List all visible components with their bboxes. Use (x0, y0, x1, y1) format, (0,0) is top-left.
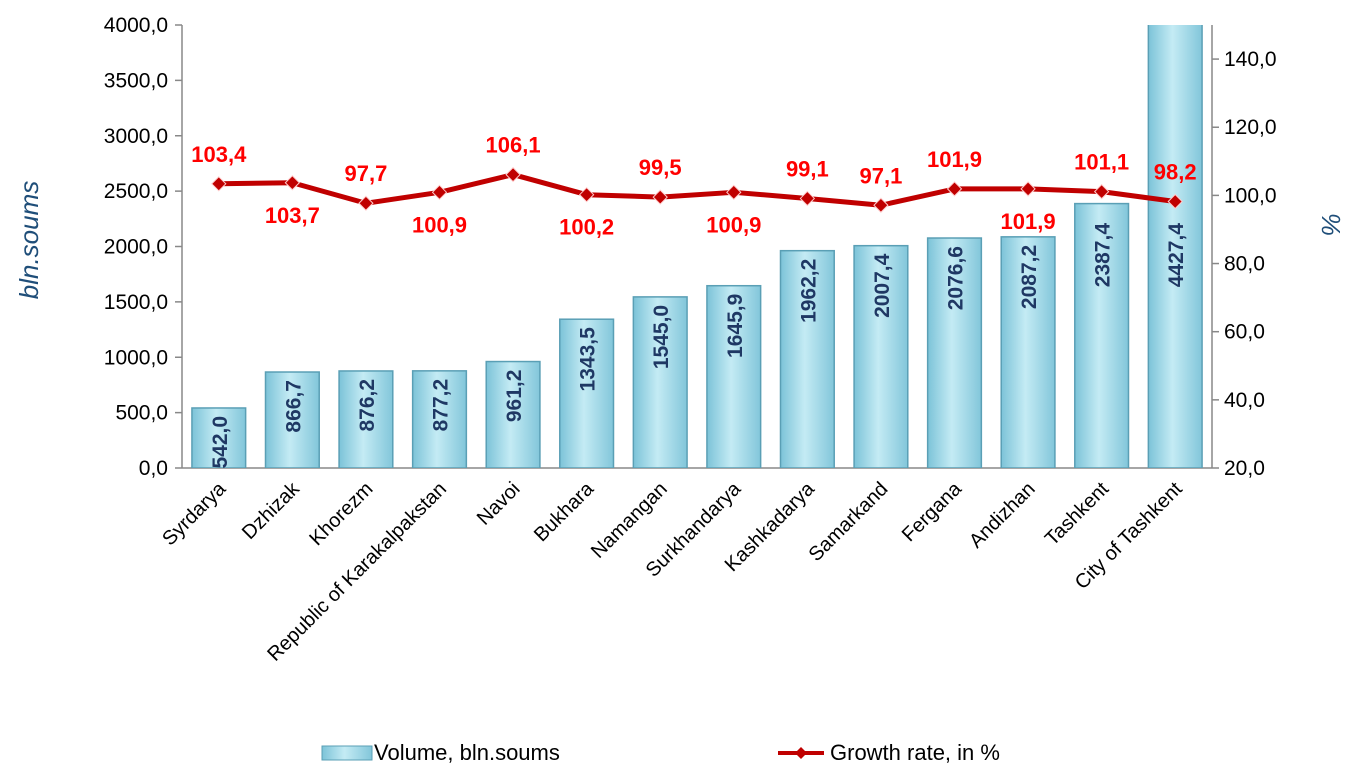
line-value-label: 103,7 (265, 203, 320, 228)
y2-tick-label: 120,0 (1224, 116, 1277, 139)
line-marker (1093, 183, 1110, 200)
line-marker (799, 190, 816, 207)
x-tick-label: Bukhara (530, 477, 599, 546)
legend-swatch (321, 745, 373, 761)
y2-tick-label: 20,0 (1224, 457, 1265, 480)
bar-value-label: 877,2 (430, 379, 453, 432)
line-value-label: 100,9 (706, 212, 761, 237)
line-marker (726, 184, 742, 201)
bar-value-label: 1545,0 (650, 305, 673, 369)
bar (706, 284, 762, 468)
bar-value-label: 1962,2 (797, 259, 820, 323)
x-tick-label: Syrdarya (158, 477, 231, 550)
y-tick-label: 4000,0 (104, 14, 168, 37)
y-tick-label: 3500,0 (104, 69, 168, 92)
bar-value-label: 542,0 (209, 416, 232, 469)
line-value-label: 98,2 (1154, 160, 1197, 185)
x-tick-label: Navoi (473, 478, 525, 530)
line-value-label: 101,1 (1074, 150, 1129, 175)
legend-label: Growth rate, in % (830, 740, 1000, 765)
y2-tick-label: 140,0 (1224, 48, 1277, 71)
line-marker (211, 176, 227, 192)
bar-value-label: 2387,4 (1092, 223, 1115, 288)
x-tick-label: Dzhizak (238, 477, 305, 544)
y-tick-label: 2500,0 (104, 180, 168, 203)
bar (485, 360, 541, 468)
bar (559, 318, 615, 468)
bar (632, 296, 688, 468)
bar (1000, 236, 1056, 468)
line-value-label: 97,7 (345, 161, 388, 186)
line-marker (873, 197, 889, 213)
y2-tick-label: 80,0 (1224, 253, 1265, 276)
line-marker (578, 186, 595, 203)
line-value-label: 100,9 (412, 212, 467, 237)
line-value-label: 101,9 (927, 147, 982, 172)
legend-label: Volume, bln.soums (374, 740, 560, 765)
line-value-label: 99,5 (639, 155, 682, 180)
line-value-label: 99,1 (786, 156, 829, 181)
line-marker (284, 175, 301, 191)
bar-value-label: 2007,4 (871, 253, 894, 318)
line-marker (1167, 193, 1183, 210)
bar (411, 370, 468, 468)
line-value-label: 97,1 (860, 163, 903, 188)
line-marker (431, 184, 448, 201)
bar (1074, 202, 1130, 468)
bar-value-label: 2087,2 (1018, 245, 1041, 309)
bar-value-label: 876,2 (356, 379, 379, 432)
line-value-label: 103,4 (191, 142, 247, 167)
y-axis-title: bln.soums (14, 181, 44, 300)
y-tick-label: 500,0 (115, 402, 168, 425)
bar (853, 244, 909, 468)
y-tick-label: 3000,0 (104, 125, 168, 148)
line-series (218, 172, 1176, 208)
line-marker (358, 195, 374, 211)
bar (926, 237, 983, 468)
y-tick-label: 0,0 (139, 457, 168, 480)
x-tick-label: Andizhan (965, 478, 1040, 553)
y2-tick-label: 60,0 (1224, 321, 1265, 344)
bar (1147, 25, 1203, 468)
line-marker (505, 166, 521, 183)
y2-axis-title: % (1316, 213, 1346, 236)
plot-area (191, 25, 1203, 468)
y2-tick-label: 100,0 (1224, 184, 1277, 207)
line-marker (1020, 181, 1036, 197)
bar (338, 370, 394, 468)
x-tick-label: Khorezm (305, 478, 377, 550)
line-value-label: 100,2 (559, 215, 614, 240)
y-tick-label: 1000,0 (104, 346, 168, 369)
bar (191, 407, 247, 468)
x-tick-label: Samarkand (805, 478, 893, 566)
line-marker (946, 181, 963, 197)
legend-marker (795, 747, 807, 759)
bar (264, 371, 320, 468)
bar (779, 249, 835, 468)
y-tick-label: 1500,0 (104, 291, 168, 314)
y2-tick-label: 40,0 (1224, 389, 1265, 412)
bar-value-label: 4427,4 (1165, 223, 1188, 288)
line-value-label: 101,9 (1001, 209, 1056, 234)
line-value-label: 106,1 (486, 133, 541, 158)
y-tick-label: 2000,0 (104, 236, 168, 259)
x-tick-label: Fergana (898, 477, 967, 546)
bar-value-label: 2076,6 (945, 246, 968, 310)
bar-value-label: 1645,9 (724, 294, 747, 358)
bar-value-label: 961,2 (503, 370, 526, 423)
line-marker (652, 189, 668, 205)
bar-value-label: 866,7 (282, 380, 305, 433)
bar-value-label: 1343,5 (577, 327, 600, 392)
x-tick-label: Tashkent (1041, 478, 1113, 550)
